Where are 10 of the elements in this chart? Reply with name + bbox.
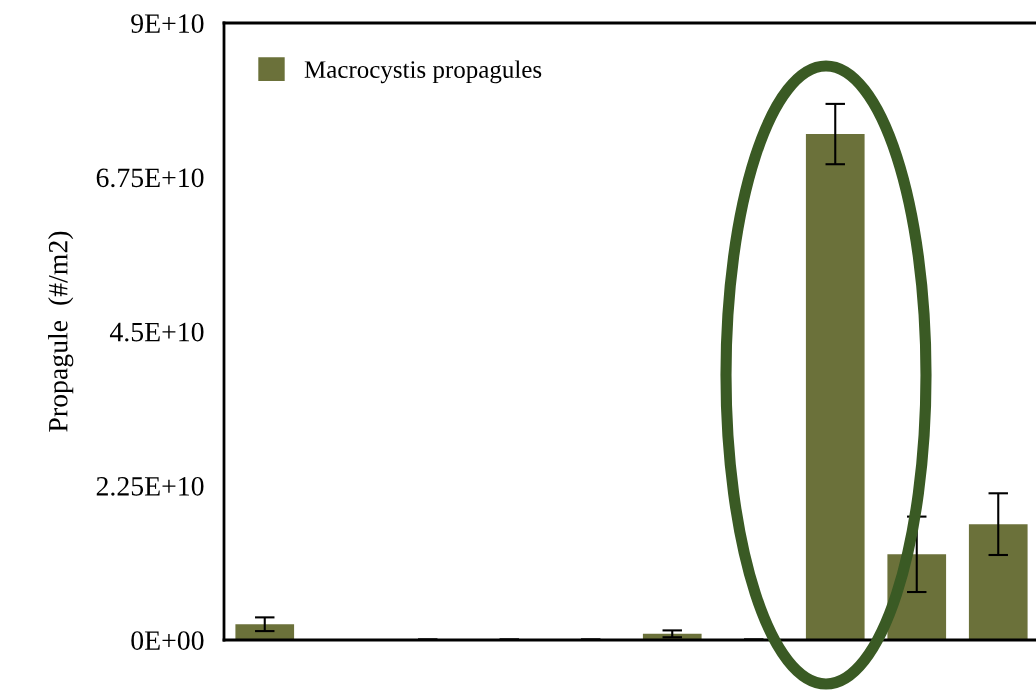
y-tick-label: 4.5E+10: [109, 322, 204, 342]
y-tick-label: 6.75E+10: [96, 168, 204, 188]
bar: [968, 524, 1028, 640]
bar: [805, 134, 865, 640]
y-tick-label: 0E+00: [131, 631, 204, 650]
y-axis-title: Propagule (#/m2): [48, 231, 74, 432]
bar: [235, 624, 295, 640]
y-tick-label: 9E+10: [131, 14, 204, 33]
legend-label: Macrocystis propagules: [304, 60, 542, 84]
y-tick-label: 2.25E+10: [96, 476, 204, 496]
